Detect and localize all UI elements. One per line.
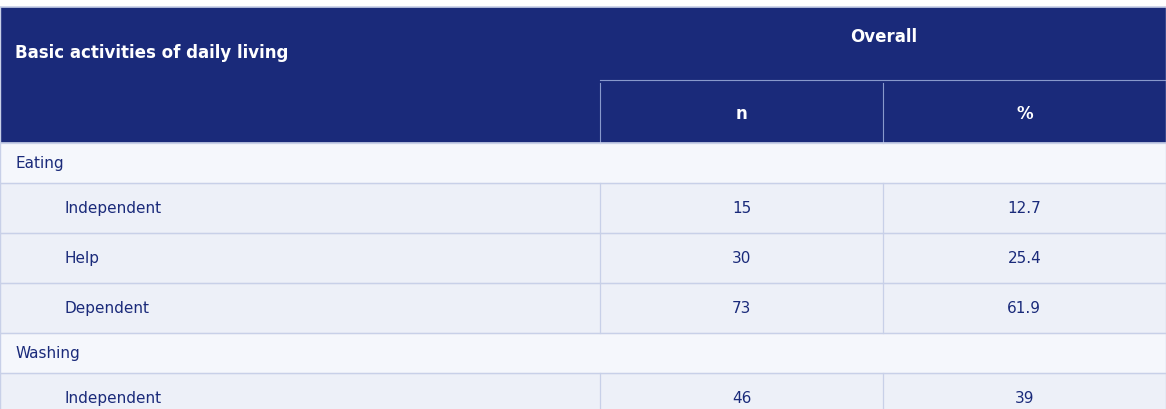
Bar (0, 283, 1166, 333)
Text: 73: 73 (732, 301, 751, 315)
Text: Overall: Overall (850, 28, 916, 46)
Bar (0, 84, 1166, 143)
Bar (0, 143, 1166, 183)
Bar (0, 233, 1166, 283)
Text: Independent: Independent (64, 391, 161, 405)
Text: Basic activities of daily living: Basic activities of daily living (15, 44, 288, 62)
Text: Independent: Independent (64, 201, 161, 216)
Bar (0, 8, 1166, 84)
Text: 39: 39 (1014, 391, 1034, 405)
Text: Help: Help (64, 251, 99, 265)
Text: 15: 15 (732, 201, 751, 216)
Text: 12.7: 12.7 (1007, 201, 1041, 216)
Text: n: n (736, 105, 747, 122)
Text: Washing: Washing (15, 346, 80, 360)
Text: 30: 30 (732, 251, 751, 265)
Bar (0, 373, 1166, 409)
Bar (0, 333, 1166, 373)
Text: 46: 46 (732, 391, 751, 405)
Text: 25.4: 25.4 (1007, 251, 1041, 265)
Text: %: % (1016, 105, 1033, 122)
Bar (0, 183, 1166, 233)
Text: Eating: Eating (15, 156, 64, 171)
Text: Dependent: Dependent (64, 301, 149, 315)
Text: 61.9: 61.9 (1007, 301, 1041, 315)
